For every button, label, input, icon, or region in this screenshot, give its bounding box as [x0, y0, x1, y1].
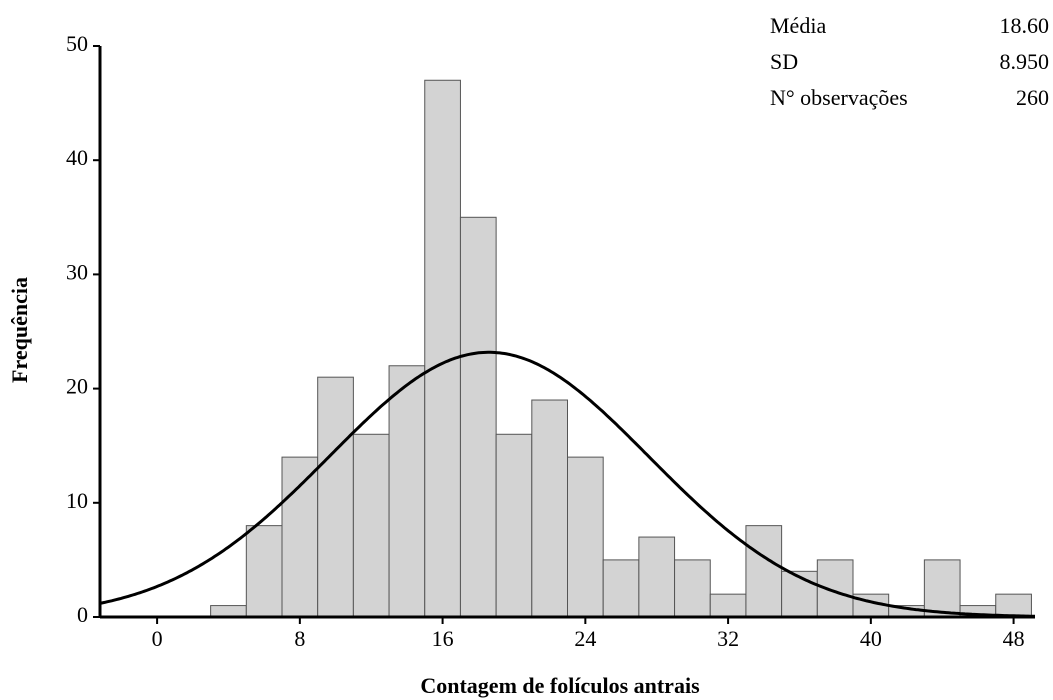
x-tick-label: 0: [152, 626, 163, 651]
stat-label: SD: [770, 49, 798, 74]
bar: [602, 559, 640, 618]
x-axis-title: Contagem de folículos antrais: [420, 673, 700, 698]
bar: [781, 570, 818, 618]
y-tick-label: 0: [77, 602, 88, 627]
stat-value: 260: [1016, 85, 1049, 110]
y-axis-title: Frequência: [7, 277, 32, 383]
x-tick-label: 8: [294, 626, 305, 651]
bar: [923, 559, 961, 618]
x-tick-label: 24: [574, 626, 596, 651]
bar: [745, 525, 783, 618]
y-tick-label: 10: [66, 488, 88, 513]
stat-value: 8.950: [1000, 49, 1050, 74]
bar: [567, 456, 604, 618]
bar: [424, 79, 461, 618]
y-tick-label: 40: [66, 145, 88, 170]
x-tick-label: 32: [717, 626, 739, 651]
y-tick-label: 20: [66, 374, 88, 399]
bar: [709, 593, 747, 618]
bar: [388, 365, 426, 618]
bar: [459, 216, 497, 618]
normal-curve: [99, 350, 1035, 618]
stat-label: Média: [770, 13, 826, 38]
bar: [495, 433, 533, 618]
x-tick-label: 48: [1003, 626, 1025, 651]
bar: [674, 559, 711, 618]
bar: [245, 525, 283, 618]
bar: [531, 399, 569, 618]
y-tick-label: 30: [66, 259, 88, 284]
stat-label: N° observações: [770, 85, 908, 110]
bar: [281, 456, 319, 618]
x-tick-label: 40: [860, 626, 882, 651]
bar: [638, 536, 676, 618]
y-tick-label: 50: [66, 31, 88, 56]
x-tick-label: 16: [432, 626, 454, 651]
bar: [352, 433, 390, 618]
bar: [317, 376, 354, 618]
stat-value: 18.60: [1000, 13, 1050, 38]
bar: [210, 605, 247, 618]
bar: [995, 593, 1032, 618]
